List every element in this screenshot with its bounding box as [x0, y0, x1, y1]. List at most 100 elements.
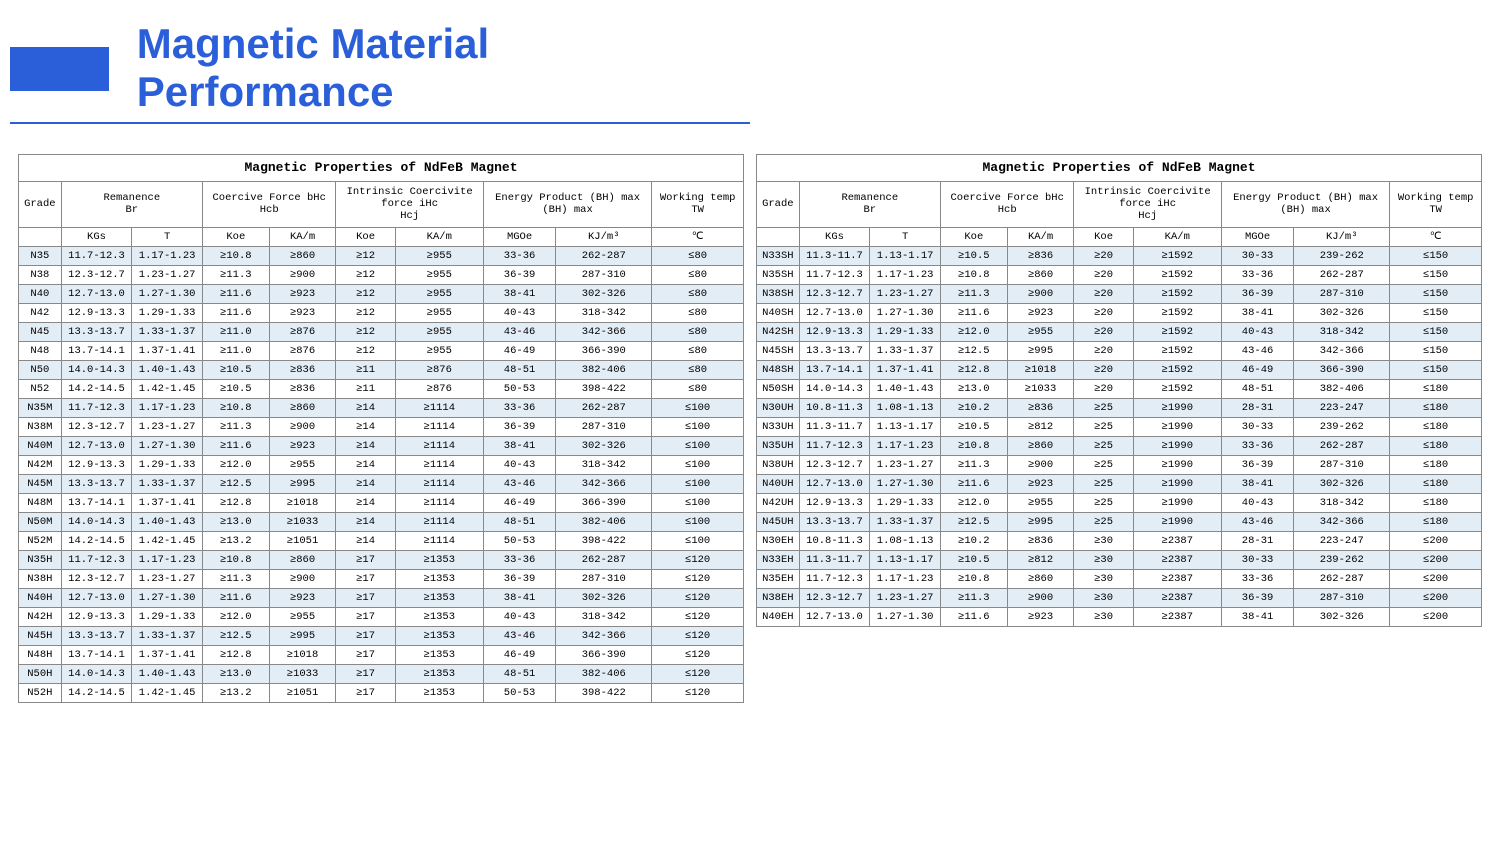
data-cell: ≤150: [1390, 266, 1482, 285]
data-cell: ≥1592: [1133, 266, 1221, 285]
data-cell: 12.9-13.3: [61, 456, 132, 475]
data-cell: ≥836: [1007, 532, 1074, 551]
data-cell: ≥860: [1007, 266, 1074, 285]
data-cell: ≥955: [1007, 323, 1074, 342]
data-cell: ≤120: [652, 665, 744, 684]
data-cell: ≥860: [269, 247, 336, 266]
data-cell: 14.2-14.5: [61, 380, 132, 399]
data-cell: ≥2387: [1133, 551, 1221, 570]
title-accent-block: [10, 47, 109, 91]
unit-cell: Koe: [940, 228, 1007, 247]
data-cell: 11.3-11.7: [799, 551, 870, 570]
data-cell: ≥17: [336, 570, 395, 589]
data-cell: ≥1592: [1133, 247, 1221, 266]
data-cell: ≥11.3: [940, 285, 1007, 304]
data-cell: ≥10.8: [202, 399, 269, 418]
data-cell: 302-326: [556, 285, 652, 304]
data-cell: 43-46: [483, 475, 555, 494]
data-cell: ≥1353: [395, 684, 483, 703]
data-row: N45SH13.3-13.71.33-1.37≥12.5≥995≥20≥1592…: [757, 342, 1482, 361]
data-cell: ≥11.0: [202, 323, 269, 342]
data-cell: ≥25: [1074, 456, 1133, 475]
data-cell: 40-43: [1221, 494, 1293, 513]
data-cell: ≥12: [336, 342, 395, 361]
data-cell: ≥955: [395, 247, 483, 266]
data-cell: 239-262: [1294, 551, 1390, 570]
data-cell: ≥955: [395, 266, 483, 285]
data-cell: N40M: [19, 437, 62, 456]
data-cell: 1.33-1.37: [132, 323, 203, 342]
data-cell: ≥923: [269, 589, 336, 608]
data-cell: ≥12.8: [940, 361, 1007, 380]
data-cell: ≥1990: [1133, 399, 1221, 418]
data-cell: ≥12.0: [202, 608, 269, 627]
data-cell: 13.7-14.1: [61, 342, 132, 361]
data-cell: ≥1353: [395, 608, 483, 627]
data-cell: N50H: [19, 665, 62, 684]
data-cell: 12.7-13.0: [61, 285, 132, 304]
data-row: N35M11.7-12.31.17-1.23≥10.8≥860≥14≥11143…: [19, 399, 744, 418]
data-cell: ≥836: [269, 361, 336, 380]
data-cell: 46-49: [483, 342, 555, 361]
data-cell: 40-43: [483, 608, 555, 627]
data-cell: N38EH: [757, 589, 800, 608]
data-cell: ≥1592: [1133, 304, 1221, 323]
data-row: N42H12.9-13.31.29-1.33≥12.0≥955≥17≥13534…: [19, 608, 744, 627]
data-cell: ≥11.3: [940, 456, 1007, 475]
data-cell: ≥860: [269, 551, 336, 570]
data-cell: ≤150: [1390, 285, 1482, 304]
data-cell: 12.3-12.7: [61, 570, 132, 589]
data-cell: 302-326: [1294, 608, 1390, 627]
data-cell: 1.17-1.23: [870, 570, 941, 589]
data-cell: 1.37-1.41: [132, 342, 203, 361]
data-cell: ≥10.5: [202, 361, 269, 380]
unit-cell: KA/m: [269, 228, 336, 247]
data-cell: ≥25: [1074, 494, 1133, 513]
data-cell: 1.42-1.45: [132, 532, 203, 551]
data-cell: 14.2-14.5: [61, 532, 132, 551]
data-cell: 302-326: [556, 437, 652, 456]
data-row: N40SH12.7-13.01.27-1.30≥11.6≥923≥20≥1592…: [757, 304, 1482, 323]
data-cell: ≥1051: [269, 532, 336, 551]
data-cell: ≥876: [395, 380, 483, 399]
data-cell: 13.3-13.7: [61, 627, 132, 646]
tables-container: Magnetic Properties of NdFeB MagnetGrade…: [10, 154, 1490, 703]
data-cell: ≥1051: [269, 684, 336, 703]
data-row: N4212.9-13.31.29-1.33≥11.6≥923≥12≥95540-…: [19, 304, 744, 323]
data-cell: ≥30: [1074, 551, 1133, 570]
data-cell: ≥836: [269, 380, 336, 399]
data-cell: ≥25: [1074, 418, 1133, 437]
data-cell: ≥1033: [269, 513, 336, 532]
data-cell: ≥12: [336, 323, 395, 342]
data-row: N3511.7-12.31.17-1.23≥10.8≥860≥12≥95533-…: [19, 247, 744, 266]
data-cell: ≥1592: [1133, 285, 1221, 304]
data-cell: 1.17-1.23: [132, 247, 203, 266]
data-cell: 1.17-1.23: [870, 437, 941, 456]
data-cell: ≥1592: [1133, 361, 1221, 380]
data-cell: ≥14: [336, 456, 395, 475]
data-cell: 382-406: [556, 665, 652, 684]
data-cell: ≥1033: [269, 665, 336, 684]
data-cell: ≥12.0: [202, 456, 269, 475]
data-cell: ≥900: [1007, 589, 1074, 608]
data-cell: ≤180: [1390, 380, 1482, 399]
data-cell: 1.42-1.45: [132, 380, 203, 399]
data-cell: ≥923: [1007, 608, 1074, 627]
data-cell: 48-51: [483, 513, 555, 532]
data-row: N38SH12.3-12.71.23-1.27≥11.3≥900≥20≥1592…: [757, 285, 1482, 304]
data-cell: ≥20: [1074, 304, 1133, 323]
data-cell: ≥836: [1007, 247, 1074, 266]
data-cell: ≥2387: [1133, 570, 1221, 589]
data-cell: ≥860: [1007, 437, 1074, 456]
data-cell: ≥20: [1074, 342, 1133, 361]
data-cell: 287-310: [1294, 285, 1390, 304]
data-cell: N42: [19, 304, 62, 323]
data-cell: ≤200: [1390, 570, 1482, 589]
data-cell: 33-36: [1221, 266, 1293, 285]
data-cell: 366-390: [556, 646, 652, 665]
data-cell: N52H: [19, 684, 62, 703]
data-cell: ≥11: [336, 380, 395, 399]
data-row: N40M12.7-13.01.27-1.30≥11.6≥923≥14≥11143…: [19, 437, 744, 456]
data-cell: 12.7-13.0: [799, 304, 870, 323]
data-cell: N40: [19, 285, 62, 304]
